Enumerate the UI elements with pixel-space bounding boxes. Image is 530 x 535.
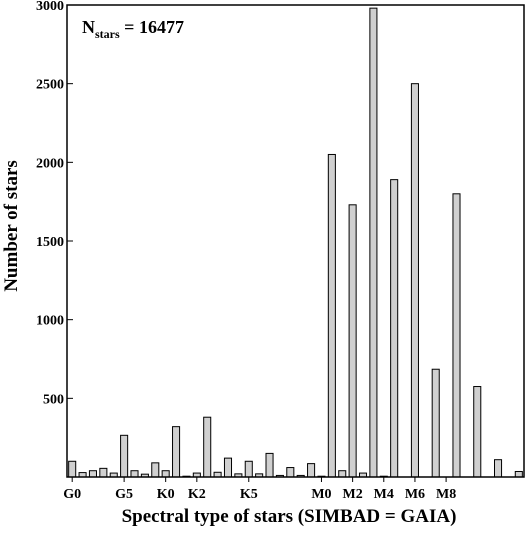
nstars-value: 16477 — [139, 17, 184, 37]
bar — [327, 153, 336, 478]
bar — [88, 470, 97, 478]
bar — [151, 462, 160, 478]
y-axis-title: Number of stars — [1, 160, 22, 292]
y-tick-label: 1500 — [36, 235, 64, 250]
bar — [203, 416, 212, 478]
bar — [68, 460, 77, 478]
x-tick-label: G0 — [63, 487, 81, 502]
bar — [514, 470, 523, 478]
bar — [390, 179, 399, 478]
x-tick-label: M4 — [374, 487, 394, 502]
bar — [410, 83, 419, 478]
bar — [286, 467, 295, 478]
bar — [120, 434, 129, 478]
x-axis: G0 G5 K0 K2 K5 M0 M2 M4 M6 M8 — [63, 477, 456, 502]
y-tick-label: 1000 — [36, 314, 64, 329]
x-tick-label: K2 — [188, 487, 206, 502]
bar — [223, 457, 233, 478]
bar — [431, 368, 440, 478]
bar — [338, 470, 347, 478]
x-tick-label: M6 — [405, 487, 425, 502]
bars — [68, 7, 523, 478]
nstars-prefix: N — [82, 17, 95, 37]
x-tick-label: K0 — [157, 487, 175, 502]
x-axis-title: Spectral type of stars (SIMBAD = GAIA) — [122, 506, 457, 527]
bar — [348, 204, 357, 478]
x-tick-label: G5 — [115, 487, 133, 502]
x-tick-label: M8 — [436, 487, 456, 502]
y-tick-label: 500 — [43, 392, 64, 407]
nstars-equals: = — [120, 17, 139, 37]
y-tick-label: 3000 — [36, 0, 64, 14]
bar — [244, 460, 253, 478]
bar — [99, 467, 108, 478]
x-tick-label: K5 — [240, 487, 258, 502]
y-tick-label: 2500 — [36, 78, 64, 93]
y-axis: 500 1000 1500 2000 2500 3000 — [36, 0, 73, 407]
bar — [130, 470, 139, 478]
bar — [473, 386, 482, 478]
x-tick-label: M0 — [311, 487, 331, 502]
bar — [494, 459, 503, 478]
bar — [452, 193, 461, 478]
bar — [172, 426, 181, 478]
x-tick-label: M2 — [343, 487, 363, 502]
y-tick-label: 2000 — [36, 156, 64, 171]
bar — [369, 7, 378, 478]
nstars-subscript: stars — [95, 27, 120, 41]
bar — [307, 463, 316, 478]
nstars-annotation: Nstars = 16477 — [82, 17, 184, 41]
bar — [161, 470, 170, 478]
bar — [265, 452, 274, 478]
